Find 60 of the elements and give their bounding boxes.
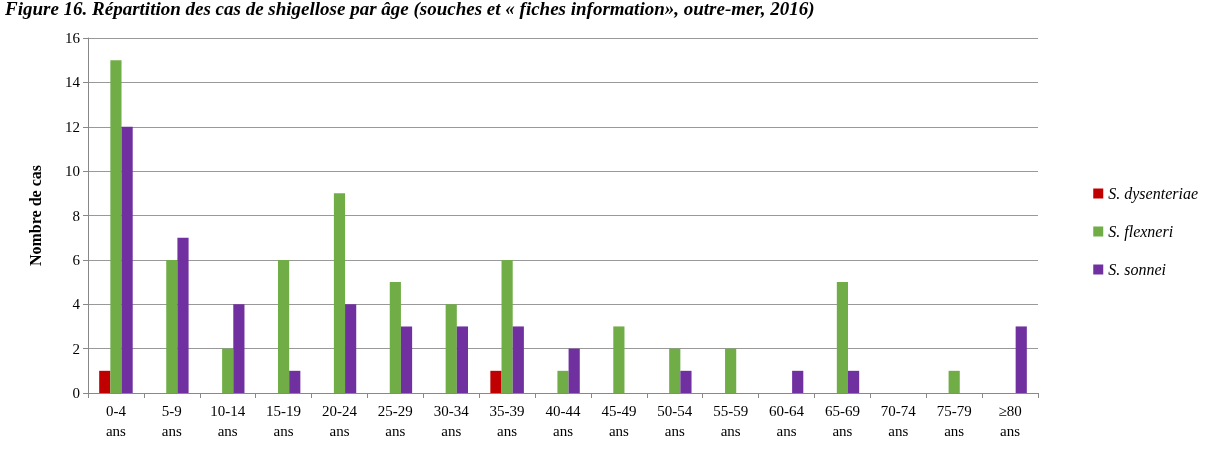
- y-tick-label: 10: [65, 163, 80, 180]
- bar: [725, 348, 737, 393]
- bar: [792, 370, 804, 393]
- y-tick-label: 6: [72, 251, 81, 268]
- bar: [557, 370, 569, 393]
- bar: [669, 348, 681, 393]
- bar: [110, 60, 122, 393]
- y-tick-label: 2: [72, 340, 80, 357]
- y-tick-label: 8: [72, 207, 80, 224]
- bar: [848, 370, 860, 393]
- legend-label: S. sonnei: [1108, 261, 1167, 278]
- bar: [836, 282, 848, 393]
- x-tick-label: 5-9 ans: [161, 403, 182, 439]
- chart-title: Figure 16. Répartition des cas de shigellose par âge (souches et « fiches information», outre-mer, 2016): [4, 0, 815, 20]
- bar: [233, 304, 245, 393]
- bar: [222, 348, 234, 393]
- x-tick-label: 25-29 ans: [377, 403, 413, 439]
- bar: [445, 304, 457, 393]
- y-tick-label: 14: [65, 74, 81, 91]
- bar: [289, 370, 301, 393]
- y-tick-label: 4: [72, 296, 81, 313]
- x-tick-label: 70-74 ans: [880, 403, 917, 439]
- legend-label: S. dysenteriae: [1108, 185, 1198, 203]
- x-tick-label: 35-39 ans: [489, 403, 525, 439]
- y-axis-title: Nombre de cas: [26, 164, 44, 267]
- bar: [680, 370, 692, 393]
- bar: [613, 326, 625, 393]
- x-tick-label: 15-19 ans: [266, 403, 302, 439]
- legend-label: S. flexneri: [1108, 223, 1174, 241]
- bar: [501, 259, 513, 393]
- x-tick-label: 50-54 ans: [657, 403, 693, 439]
- bar: [490, 370, 502, 393]
- x-tick-label: 40-44 ans: [545, 403, 581, 439]
- bar: [99, 370, 111, 393]
- x-tick-label: 30-34 ans: [433, 403, 470, 439]
- x-tick-label: 75-79 ans: [936, 403, 972, 439]
- bar: [400, 326, 413, 393]
- bar: [512, 326, 524, 393]
- bar: [177, 237, 189, 393]
- bar: [456, 326, 468, 393]
- y-tick-label: 12: [65, 118, 80, 135]
- y-tick-label: 0: [72, 385, 80, 401]
- x-tick-label: 55-59 ans: [713, 403, 749, 439]
- y-tick-label: 16: [65, 30, 81, 46]
- bar: [568, 348, 580, 393]
- bar: [345, 304, 357, 393]
- x-tick-label: 65-69 ans: [824, 403, 860, 439]
- bar: [1015, 326, 1027, 393]
- x-tick-label: 20-24 ans: [321, 403, 358, 439]
- x-tick-label: 60-64 ans: [769, 403, 805, 439]
- x-tick-label: 45-49 ans: [601, 403, 637, 439]
- bar: [948, 370, 960, 393]
- bar: [166, 259, 178, 393]
- x-tick-label: 0-4 ans: [105, 403, 127, 439]
- bar: [333, 193, 346, 393]
- bar: [278, 259, 290, 393]
- bar: [389, 282, 401, 393]
- bar: [121, 126, 133, 393]
- x-tick-label: 10-14 ans: [210, 403, 246, 439]
- x-tick-label: ≥80 ans: [998, 403, 1022, 439]
